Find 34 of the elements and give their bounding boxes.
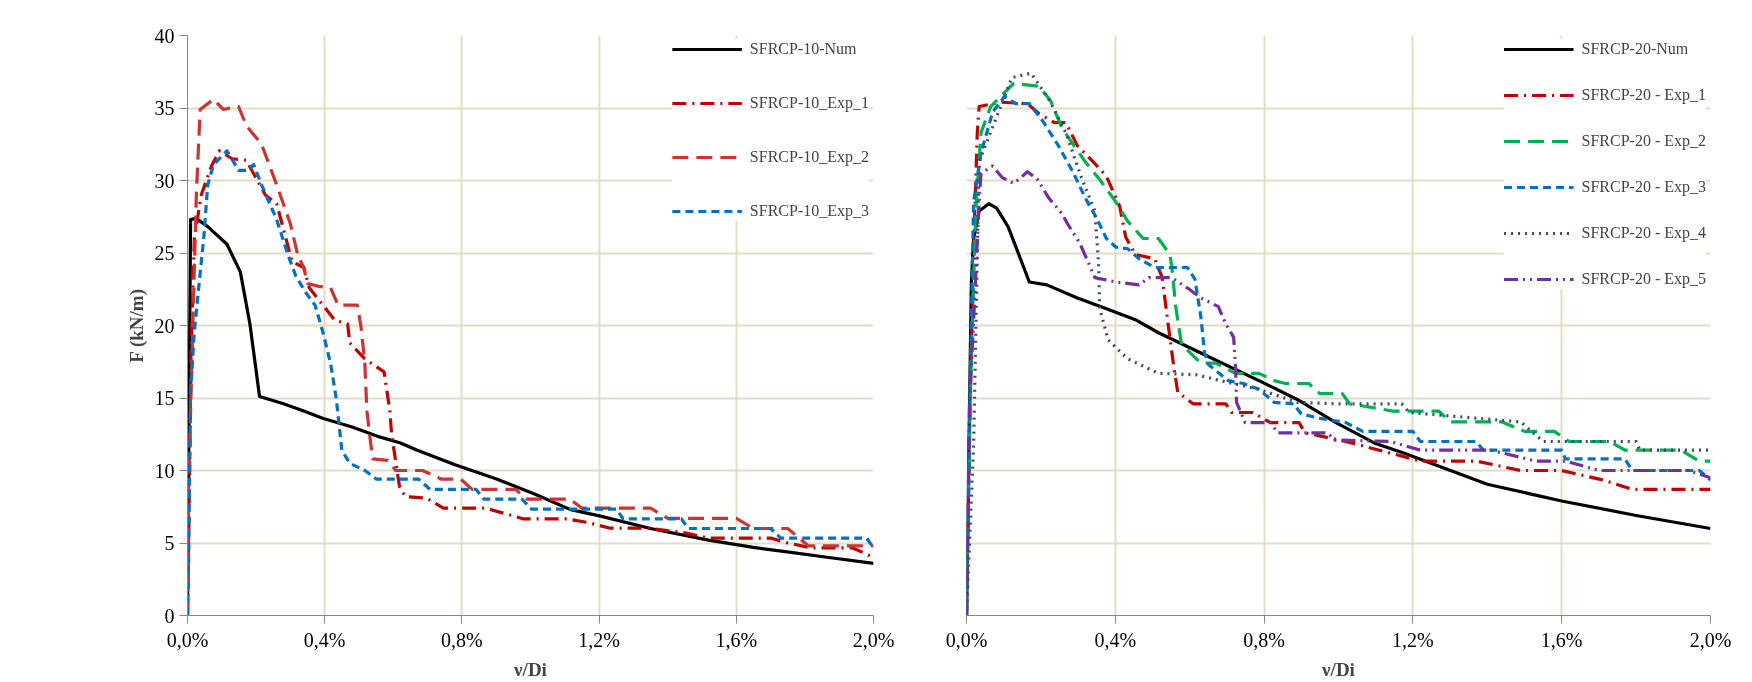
x-tick-label: 0,4%: [1094, 628, 1137, 651]
x-tick-label: 2,0%: [852, 628, 895, 651]
x-tick-label: 2,0%: [1689, 628, 1732, 651]
x-tick-label: 1,6%: [1540, 628, 1583, 651]
x-tick-label: 0,0%: [945, 628, 988, 651]
y-tick-label: 5: [164, 532, 175, 554]
legend-label: SFRCP-20-Num: [1581, 40, 1689, 58]
y-tick-label: 35: [154, 97, 175, 119]
x-tick-label: 0,0%: [166, 628, 209, 651]
legend-label: SFRCP-10_Exp_3: [749, 202, 869, 220]
legend-label: SFRCP-10_Exp_1: [749, 94, 869, 112]
legend-label: SFRCP-20 - Exp_1: [1581, 86, 1706, 104]
y-tick-label: 30: [154, 169, 175, 192]
x-tick-label: 1,2%: [578, 628, 620, 651]
legend-label: SFRCP-20 - Exp_3: [1581, 178, 1706, 196]
y-tick-label: 20: [154, 314, 175, 337]
y-tick-label: 10: [154, 459, 175, 482]
x-tick-label: 1,2%: [1392, 628, 1434, 651]
x-axis-title: ν/Di: [513, 658, 547, 680]
y-tick-label: 15: [154, 387, 175, 409]
x-tick-label: 0,8%: [441, 628, 483, 651]
x-tick-label: 0,8%: [1243, 628, 1285, 651]
y-tick-label: 0: [164, 604, 175, 627]
x-axis-title: ν/Di: [1321, 658, 1355, 680]
y-tick-label: 40: [154, 24, 175, 47]
legend-label: SFRCP-10_Exp_2: [749, 148, 869, 166]
legend-label: SFRCP-10-Num: [749, 40, 857, 58]
y-tick-label: 25: [154, 242, 175, 264]
y-axis-title: F (kN/m): [125, 289, 148, 363]
x-tick-label: 0,4%: [303, 628, 346, 651]
legend-label: SFRCP-20 - Exp_4: [1581, 224, 1706, 242]
x-tick-label: 1,6%: [715, 628, 758, 651]
legend-label: SFRCP-20 - Exp_2: [1581, 132, 1706, 150]
legend-label: SFRCP-20 - Exp_5: [1581, 270, 1706, 288]
